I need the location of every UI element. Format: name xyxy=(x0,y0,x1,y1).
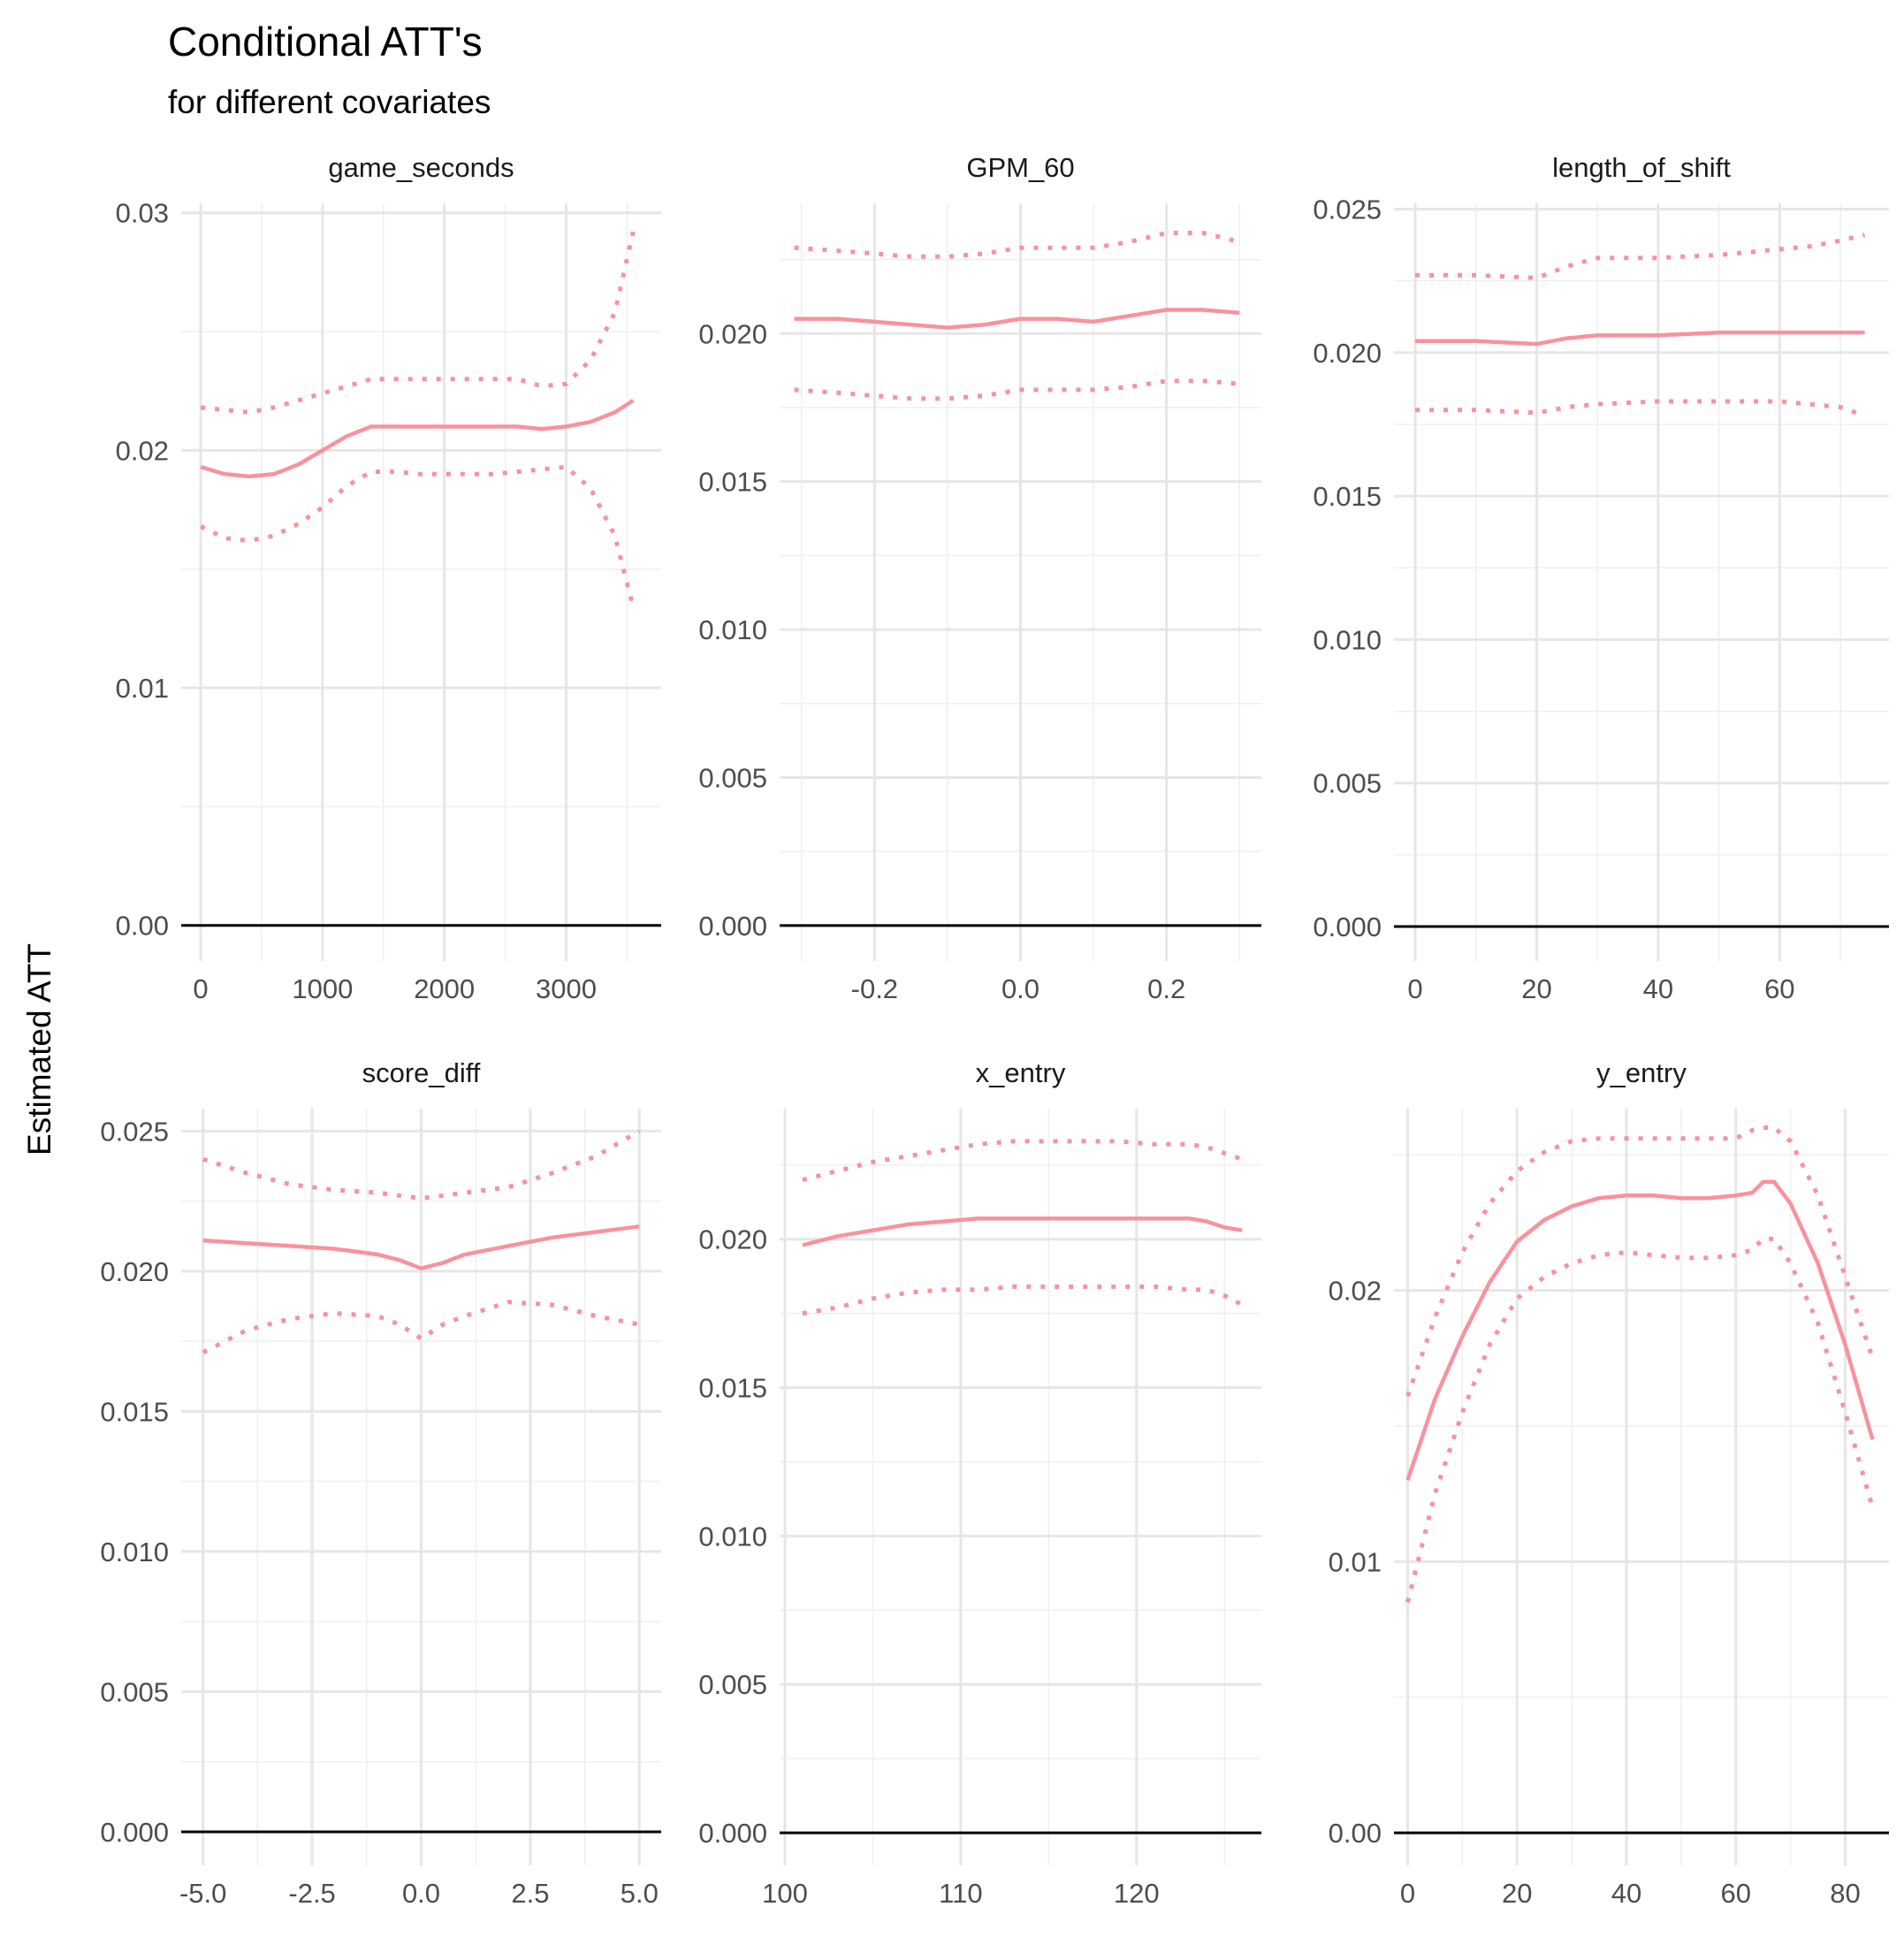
upper-bound-line xyxy=(794,231,1240,259)
y-tick-label: 0.020 xyxy=(1313,338,1382,369)
y-tick-label: 0.010 xyxy=(698,614,767,645)
x-tick-label: 1000 xyxy=(292,973,353,1004)
lower-bound-line xyxy=(1405,1236,1875,1604)
chart-subtitle: for different covariates xyxy=(168,84,491,120)
facet-strip-label: game_seconds xyxy=(328,152,514,183)
y-tick-label: 0.005 xyxy=(100,1676,169,1707)
x-tick-label: 0 xyxy=(193,973,208,1004)
panel-x-entry: 0.000 0.005 0.010 0.015 0.020 100 110 120 x_entr… xyxy=(698,1057,1261,1909)
y-tick-label: 0.015 xyxy=(1313,481,1382,512)
y-tick-label: 0.010 xyxy=(1313,624,1382,655)
upper-bound-line xyxy=(1415,233,1866,280)
y-tick-label: 0.020 xyxy=(698,318,767,349)
estimate-line xyxy=(794,308,1240,330)
y-tick-label: 0.015 xyxy=(100,1396,169,1427)
estimate-line xyxy=(1415,330,1865,347)
estimate-line xyxy=(202,1224,640,1270)
y-tick-label: 0.02 xyxy=(1329,1276,1382,1307)
x-tick-label: -0.2 xyxy=(851,973,898,1004)
x-tick-label: 40 xyxy=(1611,1878,1641,1909)
y-tick-label: 0.000 xyxy=(698,911,767,942)
y-tick-label: 0.01 xyxy=(1329,1546,1382,1577)
y-tick-label: 0.00 xyxy=(1329,1818,1382,1849)
x-tick-label: 2.5 xyxy=(511,1878,549,1909)
y-tick-label: 0.02 xyxy=(116,435,169,466)
y-tick-label: 0.03 xyxy=(116,198,169,229)
lower-bound-line xyxy=(794,378,1240,401)
estimate-line xyxy=(200,399,635,479)
y-tick-label: 0.01 xyxy=(116,673,169,704)
x-tick-label: 5.0 xyxy=(621,1878,659,1909)
x-tick-label: 0.0 xyxy=(402,1878,440,1909)
y-tick-label: 0.000 xyxy=(698,1818,767,1849)
y-tick-label: 0.020 xyxy=(100,1256,169,1287)
x-tick-label: 60 xyxy=(1764,973,1794,1004)
facet-strip-label: x_entry xyxy=(976,1057,1066,1088)
panel-score-diff: 0.000 0.005 0.010 0.015 0.020 0.025 -5.0 -2.5 0.… xyxy=(100,1057,661,1909)
x-tick-label: -5.0 xyxy=(179,1878,226,1909)
x-tick-label: 110 xyxy=(939,1878,982,1909)
panel-y-entry: 0.00 0.01 0.02 0 20 40 60 80 y_entry xyxy=(1329,1057,1889,1909)
lower-bound-line xyxy=(802,1284,1244,1316)
y-tick-label: 0.000 xyxy=(100,1817,169,1848)
x-tick-label: 20 xyxy=(1502,1878,1532,1909)
x-tick-label: 0.2 xyxy=(1147,973,1185,1004)
y-tick-label: 0.005 xyxy=(1313,768,1382,799)
panel-gpm-60: 0.000 0.005 0.010 0.015 0.020 -0.2 0.0 0.2 GPM_6… xyxy=(698,152,1261,1004)
estimate-line xyxy=(1405,1179,1875,1482)
upper-bound-line xyxy=(200,231,636,415)
x-tick-label: 60 xyxy=(1720,1878,1750,1909)
x-tick-label: 0.0 xyxy=(1002,973,1040,1004)
x-tick-label: 0 xyxy=(1400,1878,1415,1909)
facet-strip-label: length_of_shift xyxy=(1552,152,1731,183)
facet-strip-label: score_diff xyxy=(362,1057,481,1088)
y-tick-label: 0.025 xyxy=(100,1116,169,1147)
y-tick-label: 0.010 xyxy=(698,1521,767,1552)
lower-bound-line xyxy=(200,464,636,608)
upper-bound-line xyxy=(1405,1125,1875,1398)
y-tick-label: 0.005 xyxy=(698,762,767,793)
y-tick-label: 0.025 xyxy=(1313,194,1382,225)
chart-title: Conditional ATT's xyxy=(168,19,483,65)
y-tick-label: 0.00 xyxy=(116,911,169,942)
y-tick-label: 0.020 xyxy=(698,1224,767,1255)
x-tick-label: 40 xyxy=(1643,973,1673,1004)
panel-game-seconds: 0.00 0.01 0.02 0.03 0 1000 2000 3000 game_second… xyxy=(116,152,661,1004)
x-tick-label: 20 xyxy=(1521,973,1551,1004)
facet-strip-label: GPM_60 xyxy=(966,152,1074,183)
lower-bound-line xyxy=(1415,399,1866,418)
y-tick-label: 0.005 xyxy=(698,1669,767,1700)
y-tick-label: 0.010 xyxy=(100,1537,169,1567)
y-tick-label: 0.000 xyxy=(1313,911,1382,942)
x-tick-label: 2000 xyxy=(414,973,475,1004)
y-tick-label: 0.015 xyxy=(698,1373,767,1404)
x-tick-label: 3000 xyxy=(536,973,597,1004)
x-tick-label: 80 xyxy=(1830,1878,1860,1909)
estimate-line xyxy=(802,1216,1243,1247)
lower-bound-line xyxy=(202,1300,640,1355)
x-tick-label: -2.5 xyxy=(288,1878,335,1909)
facet-panels: 0.000.010.020.030 1000 2000 3000game_second… xyxy=(100,152,1889,1909)
x-tick-label: 100 xyxy=(762,1878,808,1909)
x-tick-label: 0 xyxy=(1407,973,1422,1004)
facet-strip-label: y_entry xyxy=(1596,1057,1687,1088)
y-tick-label: 0.015 xyxy=(698,467,767,498)
upper-bound-line xyxy=(802,1139,1243,1183)
upper-bound-line xyxy=(202,1129,641,1201)
panel-length-of-shift: 0.000 0.005 0.010 0.015 0.020 0.025 0 20 40 60 len… xyxy=(1313,152,1889,1004)
y-axis-label: Estimated ATT xyxy=(21,943,57,1156)
x-tick-label: 120 xyxy=(1114,1878,1160,1909)
